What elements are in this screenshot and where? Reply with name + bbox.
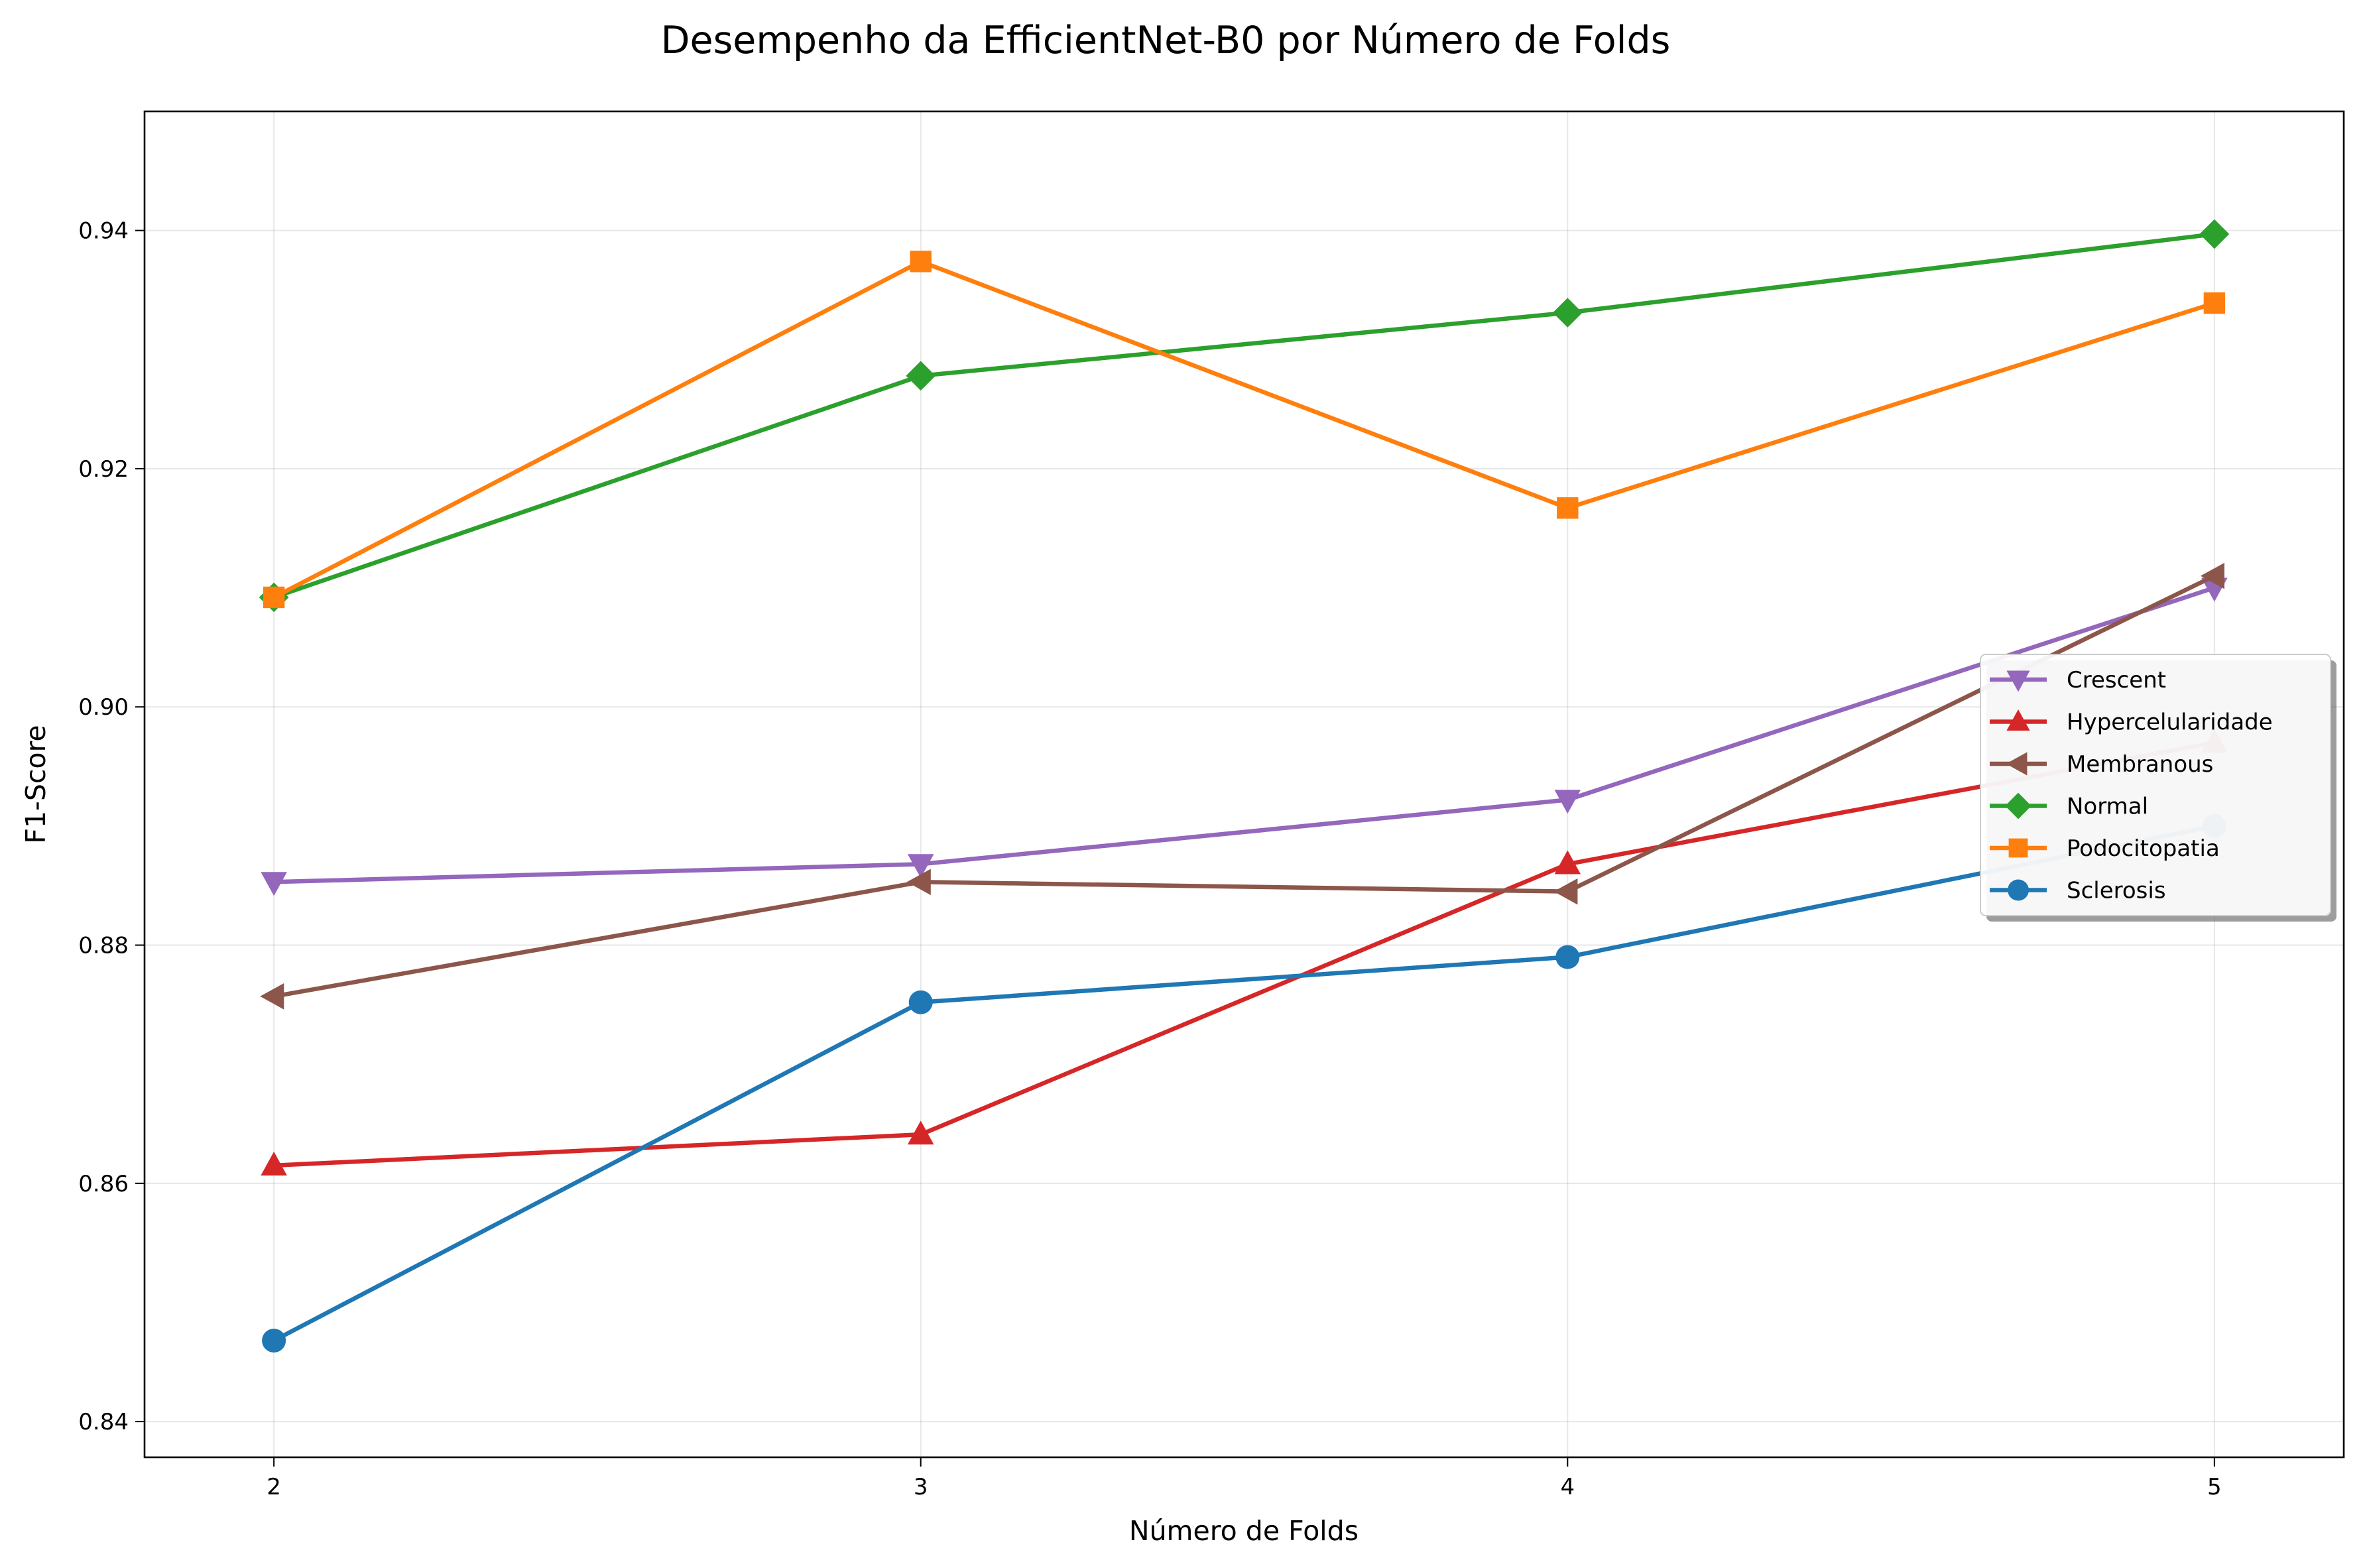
data-point-membranous	[2201, 562, 2225, 589]
data-point-sclerosis	[1555, 945, 1580, 969]
legend-marker-normal	[2005, 792, 2031, 819]
x-tick-label: 2	[267, 1474, 281, 1500]
y-tick-label: 0.86	[78, 1171, 129, 1197]
x-tick-label: 5	[2207, 1474, 2222, 1500]
plot-frame	[143, 110, 2345, 1459]
series-line-membranous	[271, 573, 2217, 999]
y-tick-label: 0.90	[78, 694, 129, 721]
chart-title: Desempenho da EfficientNet-B0 por Número…	[661, 19, 1671, 62]
legend-marker-sclerosis	[2008, 879, 2029, 901]
data-point-hypercelularidade	[1554, 850, 1581, 874]
legend-marker-membranous	[2006, 752, 2028, 776]
y-tick-label: 0.94	[78, 218, 129, 245]
series-line-crescent	[271, 585, 2217, 884]
data-point-membranous	[1553, 878, 1578, 905]
data-point-normal	[1552, 298, 1583, 328]
x-tick-label: 4	[1560, 1474, 1575, 1500]
grid	[145, 111, 2344, 1457]
x-axis-ticks: 2 3 4 5	[267, 1457, 2222, 1500]
data-point-sclerosis	[262, 1328, 286, 1353]
data-point-membranous	[260, 983, 284, 1010]
legend: Crescent Hypercelularidade Membranous Norma…	[1980, 654, 2336, 922]
legend-label-sclerosis: Sclerosis	[2067, 878, 2166, 904]
series-membranous	[260, 562, 2225, 1010]
series-line-podocitopatia	[271, 259, 2217, 600]
legend-marker-hypercelularidade	[2006, 709, 2030, 731]
legend-label-crescent: Crescent	[2067, 667, 2166, 694]
legend-marker-podocitopatia	[2008, 838, 2028, 858]
data-point-hypercelularidade	[261, 1151, 287, 1176]
data-point-podocitopatia	[910, 251, 932, 272]
x-tick-label: 3	[914, 1474, 928, 1500]
data-point-hypercelularidade	[907, 1120, 934, 1145]
legend-label-normal: Normal	[2067, 794, 2148, 820]
series-podocitopatia	[263, 251, 2226, 609]
data-point-podocitopatia	[263, 586, 285, 609]
legend-label-podocitopatia: Podocitopatia	[2067, 835, 2220, 862]
legend-marker-crescent	[2006, 670, 2030, 692]
data-point-sclerosis	[908, 990, 933, 1014]
data-point-crescent	[1554, 790, 1581, 814]
y-tick-label: 0.84	[78, 1409, 129, 1435]
x-axis-label: Número de Folds	[1129, 1515, 1359, 1547]
data-point-crescent	[907, 854, 934, 878]
series-line-normal	[271, 231, 2217, 600]
series-line-sclerosis	[271, 823, 2217, 1343]
y-tick-label: 0.92	[78, 456, 129, 483]
y-axis-label: F1-Score	[20, 725, 52, 843]
data-point-crescent	[261, 872, 287, 896]
legend-box	[1980, 654, 2331, 916]
legend-label-membranous: Membranous	[2067, 751, 2213, 778]
data-point-membranous	[906, 869, 931, 896]
series-line-hypercelularidade	[271, 740, 2217, 1168]
data-point-podocitopatia	[2203, 292, 2226, 314]
y-axis-ticks: 0.84 0.86 0.88 0.90 0.92 0.94	[78, 218, 145, 1435]
y-tick-label: 0.88	[78, 933, 129, 959]
data-point-normal	[906, 361, 936, 391]
data-point-podocitopatia	[1557, 497, 1579, 519]
data-point-normal	[2199, 219, 2230, 249]
legend-label-hypercelularidade: Hypercelularidade	[2067, 709, 2273, 736]
series-crescent	[261, 577, 2228, 896]
